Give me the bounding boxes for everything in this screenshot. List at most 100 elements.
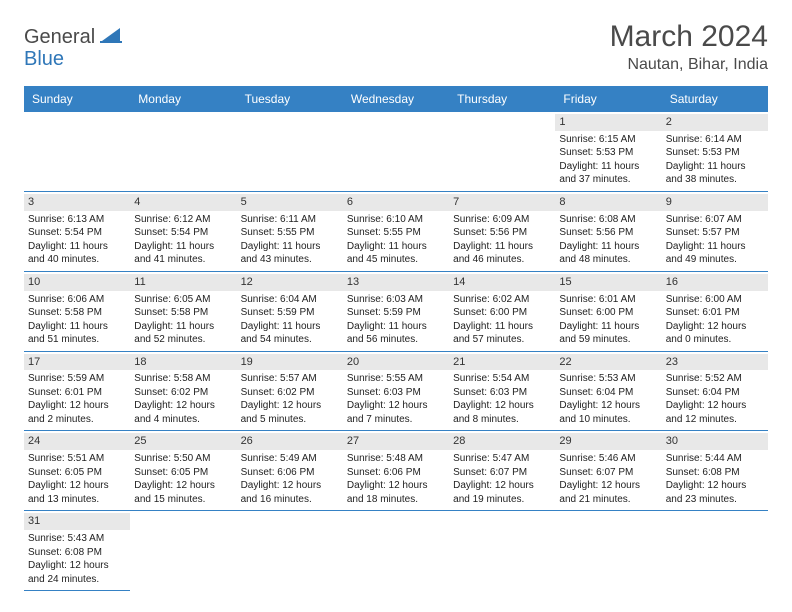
daylight-line: Daylight: 12 hours and 10 minutes. [559, 399, 657, 426]
daylight-line: Daylight: 12 hours and 8 minutes. [453, 399, 551, 426]
location: Nautan, Bihar, India [610, 56, 768, 74]
daylight-line: Daylight: 11 hours and 37 minutes. [559, 160, 657, 187]
sunrise-line: Sunrise: 6:07 AM [666, 213, 764, 227]
day-header: Monday [130, 86, 236, 112]
sunset-line: Sunset: 6:00 PM [453, 306, 551, 320]
daylight-line: Daylight: 11 hours and 40 minutes. [28, 240, 126, 267]
sunrise-line: Sunrise: 5:43 AM [28, 532, 126, 546]
sunset-line: Sunset: 6:04 PM [559, 386, 657, 400]
sunset-line: Sunset: 5:54 PM [28, 226, 126, 240]
day-cell: 18Sunrise: 5:58 AMSunset: 6:02 PMDayligh… [130, 352, 236, 432]
day-header: Saturday [662, 86, 768, 112]
day-cell: 7Sunrise: 6:09 AMSunset: 5:56 PMDaylight… [449, 192, 555, 272]
sunrise-line: Sunrise: 5:49 AM [241, 452, 339, 466]
day-cell: 1 Sunrise: 6:15 AMSunset: 5:53 PMDaylight… [555, 112, 661, 192]
day-cell: 20Sunrise: 5:55 AMSunset: 6:03 PMDayligh… [343, 352, 449, 432]
day-cell: 22Sunrise: 5:53 AMSunset: 6:04 PMDayligh… [555, 352, 661, 432]
sunrise-line: Sunrise: 6:03 AM [347, 293, 445, 307]
day-cell: 12Sunrise: 6:04 AMSunset: 5:59 PMDayligh… [237, 272, 343, 352]
day-number: 31 [24, 513, 130, 530]
daylight-line: Daylight: 11 hours and 51 minutes. [28, 320, 126, 347]
empty-cell [237, 112, 343, 192]
sunset-line: Sunset: 6:00 PM [559, 306, 657, 320]
day-cell: 10Sunrise: 6:06 AMSunset: 5:58 PMDayligh… [24, 272, 130, 352]
daylight-line: Daylight: 12 hours and 12 minutes. [666, 399, 764, 426]
day-cell: 19Sunrise: 5:57 AMSunset: 6:02 PMDayligh… [237, 352, 343, 432]
sunset-line: Sunset: 5:59 PM [347, 306, 445, 320]
day-number: 1 [555, 114, 661, 131]
logo-text-blue: Blue [24, 48, 64, 70]
day-cell: 24Sunrise: 5:51 AMSunset: 6:05 PMDayligh… [24, 431, 130, 511]
logo-sail-icon [100, 26, 122, 49]
day-cell: 11Sunrise: 6:05 AMSunset: 5:58 PMDayligh… [130, 272, 236, 352]
sunset-line: Sunset: 6:01 PM [28, 386, 126, 400]
sunset-line: Sunset: 6:06 PM [241, 466, 339, 480]
empty-cell [24, 112, 130, 192]
day-cell: 2Sunrise: 6:14 AMSunset: 5:53 PMDaylight… [662, 112, 768, 192]
sunrise-line: Sunrise: 6:12 AM [134, 213, 232, 227]
day-number: 10 [24, 274, 130, 291]
sunset-line: Sunset: 5:53 PM [666, 146, 764, 160]
sunset-line: Sunset: 6:08 PM [666, 466, 764, 480]
sunrise-line: Sunrise: 6:06 AM [28, 293, 126, 307]
daylight-line: Daylight: 12 hours and 24 minutes. [28, 559, 126, 586]
day-header: Thursday [449, 86, 555, 112]
day-header: Friday [555, 86, 661, 112]
sunrise-line: Sunrise: 5:58 AM [134, 372, 232, 386]
sunrise-line: Sunrise: 5:50 AM [134, 452, 232, 466]
sunset-line: Sunset: 5:54 PM [134, 226, 232, 240]
day-cell: 29Sunrise: 5:46 AMSunset: 6:07 PMDayligh… [555, 431, 661, 511]
sunrise-line: Sunrise: 5:51 AM [28, 452, 126, 466]
page-title: March 2024 [610, 20, 768, 54]
day-cell: 30Sunrise: 5:44 AMSunset: 6:08 PMDayligh… [662, 431, 768, 511]
day-cell: 6Sunrise: 6:10 AMSunset: 5:55 PMDaylight… [343, 192, 449, 272]
day-cell: 15Sunrise: 6:01 AMSunset: 6:00 PMDayligh… [555, 272, 661, 352]
sunrise-line: Sunrise: 5:57 AM [241, 372, 339, 386]
sunrise-line: Sunrise: 5:53 AM [559, 372, 657, 386]
day-number: 21 [449, 354, 555, 371]
day-number: 28 [449, 433, 555, 450]
day-number: 22 [555, 354, 661, 371]
daylight-line: Daylight: 11 hours and 46 minutes. [453, 240, 551, 267]
sunrise-line: Sunrise: 6:15 AM [559, 133, 657, 147]
empty-cell [343, 112, 449, 192]
daylight-line: Daylight: 11 hours and 48 minutes. [559, 240, 657, 267]
daylight-line: Daylight: 12 hours and 5 minutes. [241, 399, 339, 426]
day-number: 16 [662, 274, 768, 291]
day-number: 30 [662, 433, 768, 450]
day-number: 7 [449, 194, 555, 211]
day-number: 18 [130, 354, 236, 371]
sunrise-line: Sunrise: 5:59 AM [28, 372, 126, 386]
sunrise-line: Sunrise: 6:13 AM [28, 213, 126, 227]
daylight-line: Daylight: 12 hours and 19 minutes. [453, 479, 551, 506]
sunset-line: Sunset: 6:01 PM [666, 306, 764, 320]
sunrise-line: Sunrise: 6:14 AM [666, 133, 764, 147]
day-header: Tuesday [237, 86, 343, 112]
sunrise-line: Sunrise: 6:04 AM [241, 293, 339, 307]
daylight-line: Daylight: 11 hours and 54 minutes. [241, 320, 339, 347]
daylight-line: Daylight: 12 hours and 23 minutes. [666, 479, 764, 506]
day-cell: 8Sunrise: 6:08 AMSunset: 5:56 PMDaylight… [555, 192, 661, 272]
sunset-line: Sunset: 5:58 PM [134, 306, 232, 320]
sunset-line: Sunset: 6:03 PM [347, 386, 445, 400]
sunset-line: Sunset: 5:56 PM [453, 226, 551, 240]
sunrise-line: Sunrise: 5:52 AM [666, 372, 764, 386]
day-cell: 25Sunrise: 5:50 AMSunset: 6:05 PMDayligh… [130, 431, 236, 511]
daylight-line: Daylight: 12 hours and 2 minutes. [28, 399, 126, 426]
day-number: 25 [130, 433, 236, 450]
daylight-line: Daylight: 11 hours and 59 minutes. [559, 320, 657, 347]
sunset-line: Sunset: 5:55 PM [241, 226, 339, 240]
day-cell: 5Sunrise: 6:11 AMSunset: 5:55 PMDaylight… [237, 192, 343, 272]
sunset-line: Sunset: 6:02 PM [134, 386, 232, 400]
day-cell: 4Sunrise: 6:12 AMSunset: 5:54 PMDaylight… [130, 192, 236, 272]
day-number: 12 [237, 274, 343, 291]
sunrise-line: Sunrise: 6:11 AM [241, 213, 339, 227]
daylight-line: Daylight: 11 hours and 57 minutes. [453, 320, 551, 347]
daylight-line: Daylight: 11 hours and 43 minutes. [241, 240, 339, 267]
day-cell: 26Sunrise: 5:49 AMSunset: 6:06 PMDayligh… [237, 431, 343, 511]
sunset-line: Sunset: 5:53 PM [559, 146, 657, 160]
day-cell: 28Sunrise: 5:47 AMSunset: 6:07 PMDayligh… [449, 431, 555, 511]
day-cell: 23Sunrise: 5:52 AMSunset: 6:04 PMDayligh… [662, 352, 768, 432]
day-cell: 13Sunrise: 6:03 AMSunset: 5:59 PMDayligh… [343, 272, 449, 352]
day-cell: 17Sunrise: 5:59 AMSunset: 6:01 PMDayligh… [24, 352, 130, 432]
